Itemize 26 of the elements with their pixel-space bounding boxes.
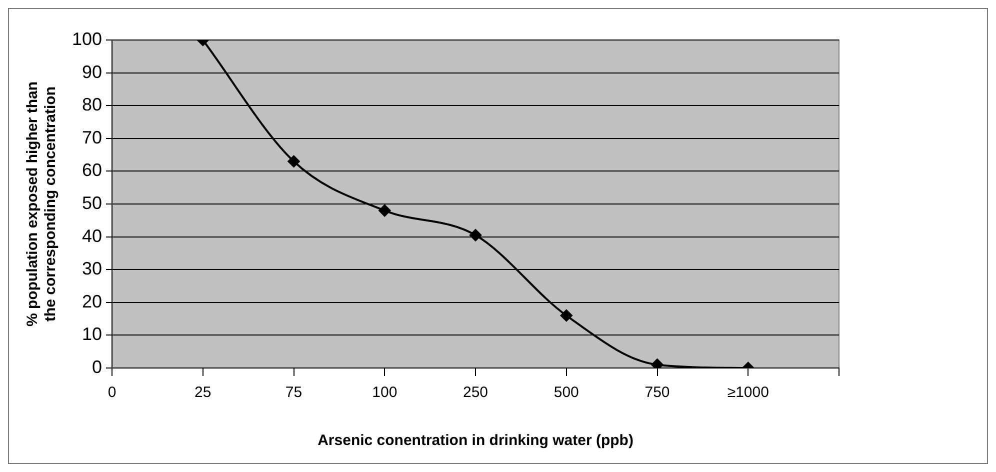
x-tick-label: 500 [554,384,579,402]
y-tick-label: 90 [82,62,102,82]
y-tick-label: 100 [72,28,102,49]
x-tick-label: 250 [463,384,488,402]
y-tick-label: 80 [82,94,102,115]
y-axis-title: % population exposed higher than the corresponding concentration [24,81,60,327]
y-tick-label: 0 [92,356,102,377]
x-tick-label: 0 [108,384,116,402]
y-tick-label: 40 [82,226,102,246]
x-tick-label: 100 [372,384,398,402]
y-tick-label: 50 [82,192,102,213]
x-tick-label: 75 [285,384,302,402]
x-axis-title: Arsenic conentration in drinking water (ppb) [318,432,634,450]
point [378,204,391,217]
y-tick-label: 70 [82,127,102,148]
y-tick-label: 20 [82,291,102,312]
point [470,229,482,242]
y-tick-label: 10 [82,324,102,344]
x-tick-label: ≥1000 [727,384,769,402]
x-tick-label: 750 [644,384,670,402]
point [651,358,664,368]
y-tick-label: 60 [82,160,102,180]
point [560,310,572,322]
x-tick-label: 25 [194,384,212,402]
point [288,155,300,168]
y-tick-label: 30 [82,258,102,279]
